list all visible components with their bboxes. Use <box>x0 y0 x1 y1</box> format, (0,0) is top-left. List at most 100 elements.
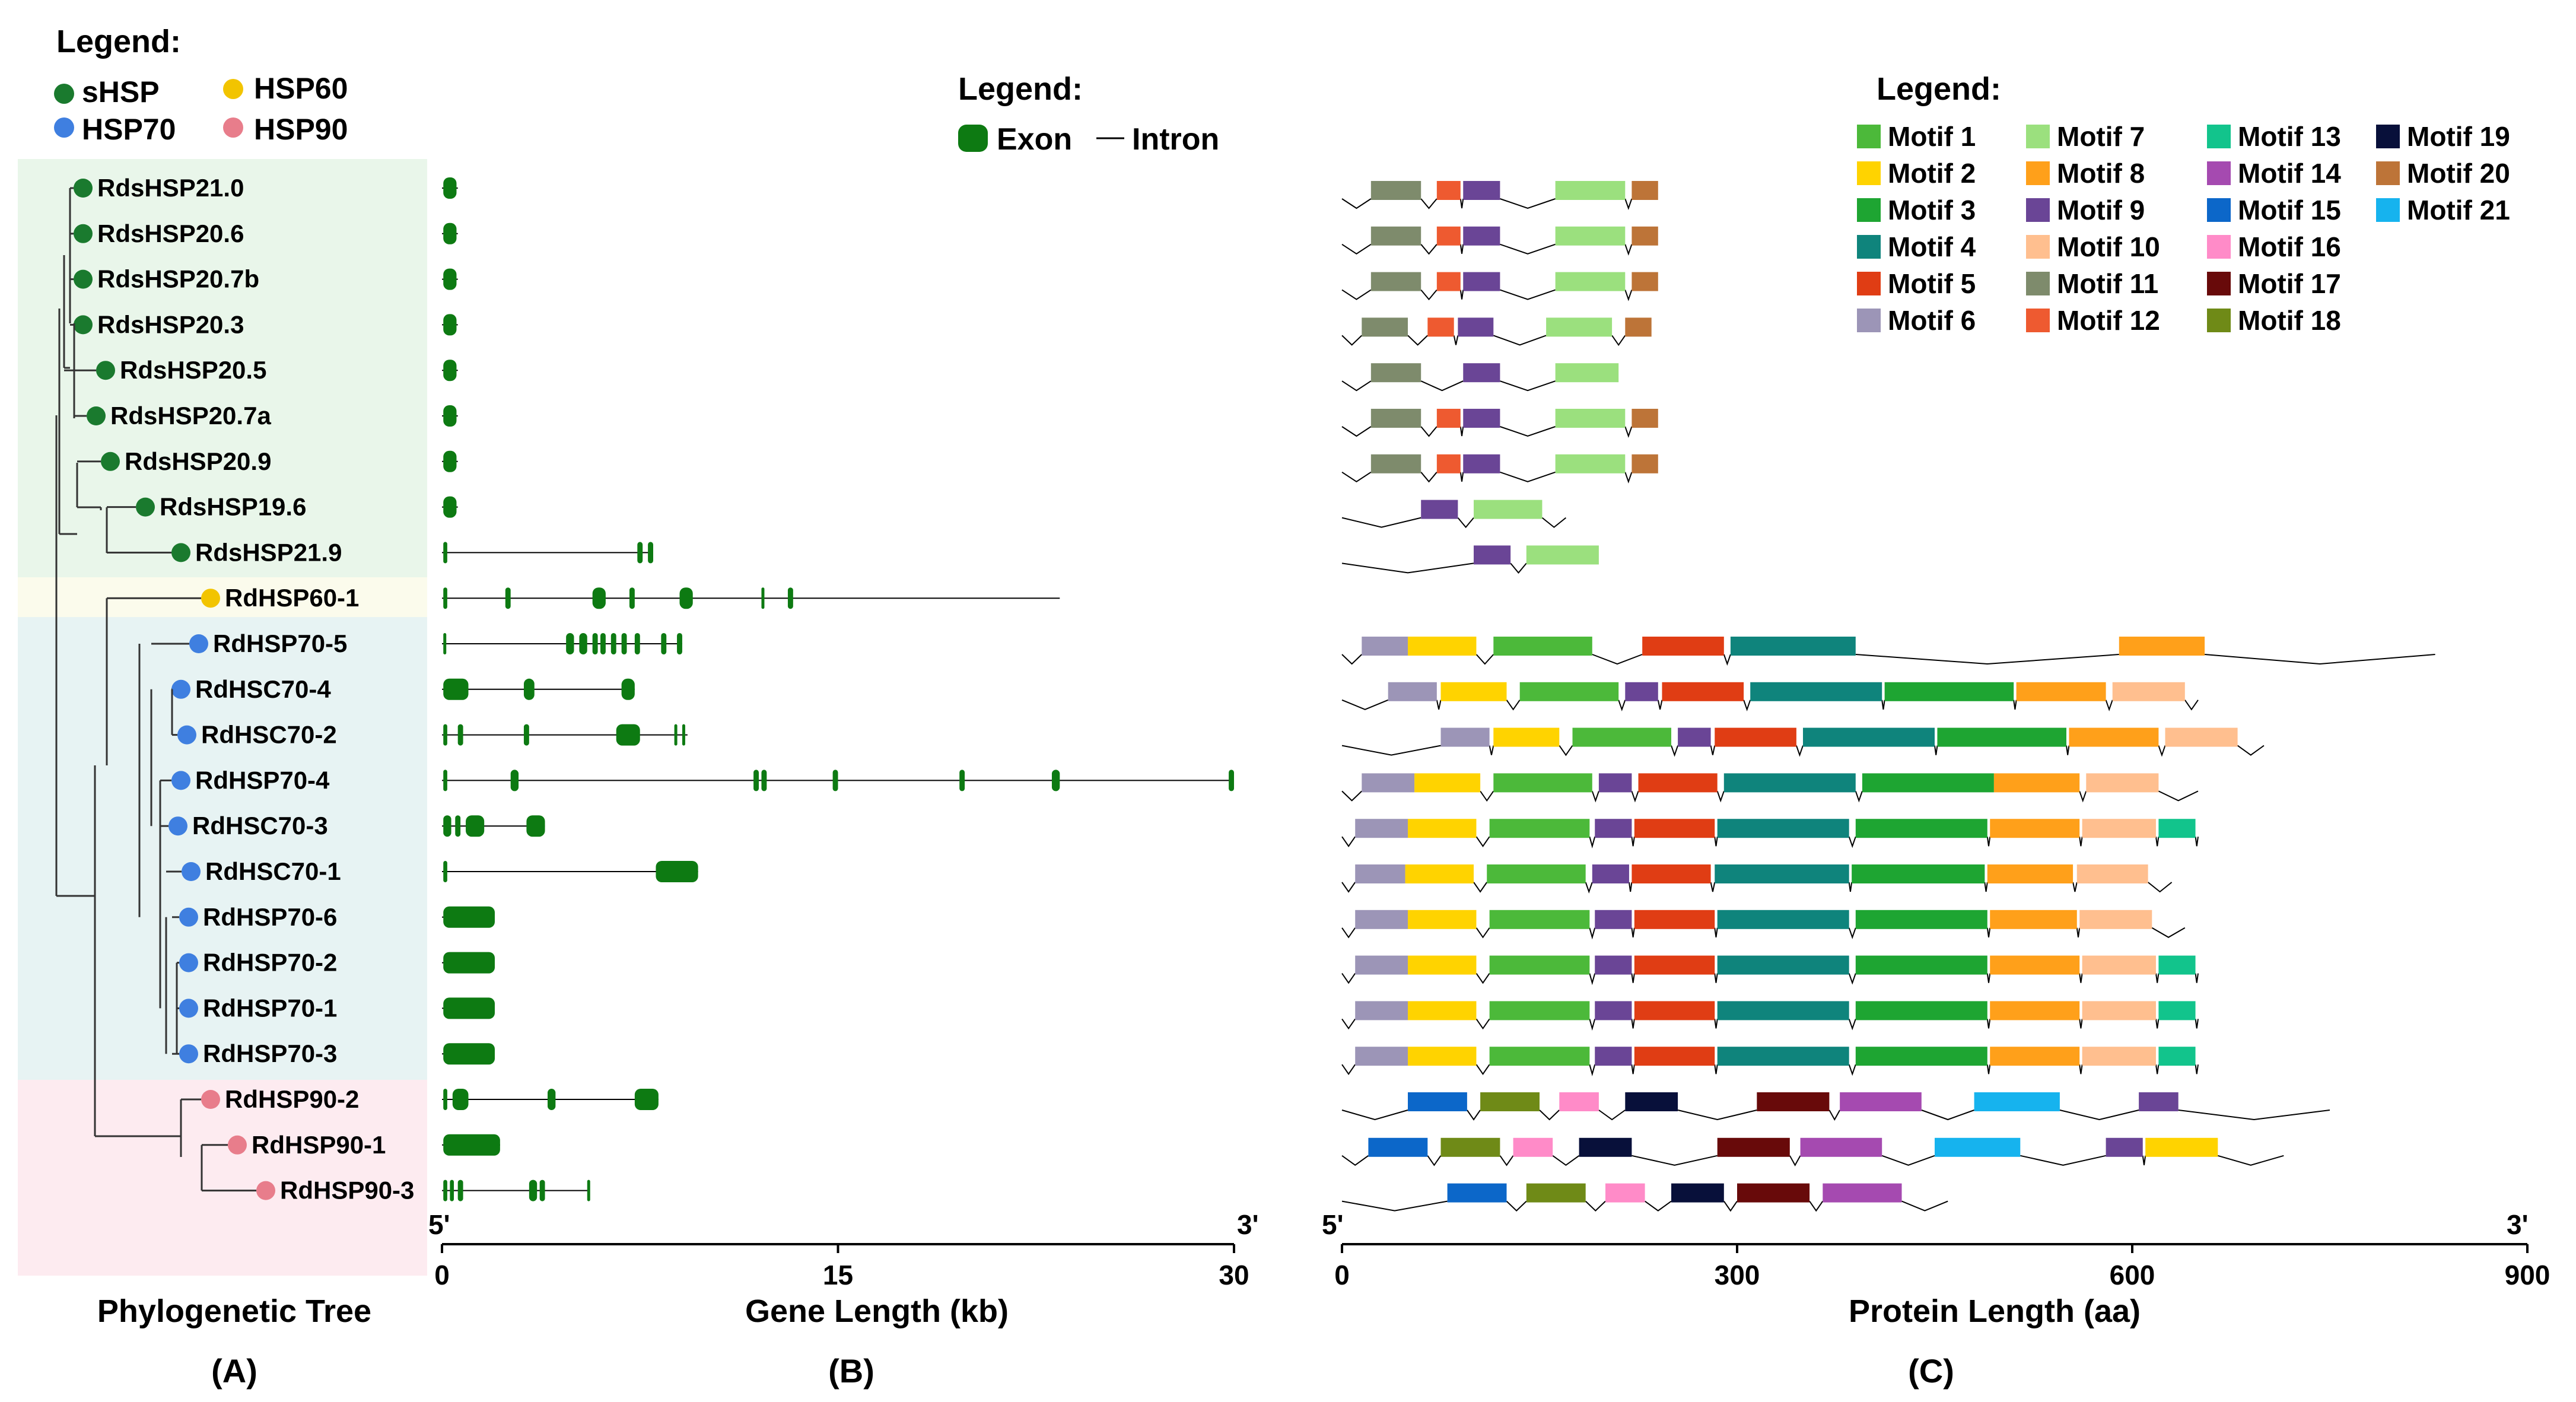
exon-block <box>529 1180 538 1201</box>
exon-block <box>1051 770 1060 791</box>
protein-linker <box>1475 973 1490 984</box>
exon-block <box>566 633 574 654</box>
protein-linker <box>1632 1155 1718 1166</box>
protein-linker <box>1585 882 1593 894</box>
motif-box <box>1634 910 1715 929</box>
motif-legend-swatch <box>2207 235 2231 259</box>
protein-linker <box>1624 244 1633 256</box>
protein-linker <box>1473 882 1488 893</box>
gene-dot <box>201 1090 220 1109</box>
exon-block <box>634 1089 659 1110</box>
exon-block <box>600 633 606 654</box>
motif-box <box>1715 864 1849 883</box>
panel-letter-a: (A) <box>211 1352 257 1390</box>
protein-linker <box>1855 791 1863 803</box>
protein-linker <box>1539 1109 1560 1121</box>
motif-box <box>1884 682 2014 701</box>
protein-linker <box>1427 1155 1442 1166</box>
protein-linker <box>2155 837 2160 847</box>
protein-linker <box>1628 882 1633 892</box>
protein-tick-label: 900 <box>2505 1260 2550 1290</box>
gene-dot <box>74 179 93 198</box>
exon-block <box>443 633 447 654</box>
hsp60-band <box>18 577 427 617</box>
protein-linker <box>1341 243 1372 255</box>
gene-label: RdsHSP21.0 <box>97 174 244 202</box>
motif-box <box>1595 819 1632 838</box>
protein-linker <box>1341 836 1356 847</box>
exon-block <box>761 770 767 791</box>
protein-linker <box>1589 1064 1596 1076</box>
motif-box <box>1436 409 1461 428</box>
legend-dot-hsp90 <box>223 117 243 138</box>
panel-letter-b: (B) <box>828 1352 874 1390</box>
exon-block <box>548 1089 556 1110</box>
exon-block <box>443 724 447 746</box>
motif-legend-swatch <box>1857 272 1881 295</box>
motif-box <box>1493 773 1592 793</box>
protein-linker <box>2142 1155 2146 1165</box>
motif-legend-label: Motif 9 <box>2057 195 2145 225</box>
protein-linker <box>1499 1155 1514 1166</box>
protein-tick-label: 300 <box>1715 1260 1760 1290</box>
gene-tick-label: 15 <box>823 1260 853 1290</box>
exon-block <box>637 542 643 564</box>
exon-block <box>443 222 457 244</box>
exon-block <box>505 587 511 609</box>
protein-linker <box>1480 790 1494 802</box>
gene-legend-title: Legend: <box>958 71 1083 107</box>
protein-linker <box>2066 745 2070 755</box>
motif-legend-label: Motif 19 <box>2407 121 2510 152</box>
motif-legend-label: Motif 21 <box>2407 195 2510 225</box>
protein-linker <box>2158 745 2166 757</box>
protein-linker <box>1986 927 1991 937</box>
protein-linker <box>1420 289 1438 301</box>
exon-block <box>510 770 519 791</box>
exon-block <box>679 587 693 609</box>
motif-legend-label: Motif 1 <box>1888 121 1976 152</box>
motif-box <box>1840 1092 1922 1111</box>
protein-linker <box>1631 1064 1635 1074</box>
protein-linker <box>1631 927 1635 937</box>
motif-legend-swatch <box>1857 198 1881 222</box>
protein-linker <box>1710 745 1716 755</box>
motif-box <box>1489 819 1590 838</box>
protein-linker <box>1341 471 1372 482</box>
motif-box <box>1436 226 1461 246</box>
motif-box <box>1370 226 1421 246</box>
gene-dot <box>96 361 115 380</box>
motif-box <box>1750 682 1882 701</box>
motif-box <box>1723 773 1856 793</box>
exon-block <box>1229 770 1234 791</box>
protein-axis-label: Protein Length (aa) <box>1849 1293 2141 1329</box>
motif-box <box>1408 1001 1477 1020</box>
motif-legend-label: Motif 12 <box>2057 305 2160 336</box>
motif-box <box>1595 910 1632 929</box>
protein-linker <box>1848 927 1856 939</box>
motif-box <box>1632 454 1658 473</box>
motif-box <box>1632 181 1658 200</box>
exon-block <box>443 861 447 882</box>
protein-linker <box>1500 426 1556 437</box>
protein-linker <box>2158 790 2199 802</box>
motif-box <box>1852 864 1985 883</box>
exon-block <box>787 587 793 609</box>
gene-label: RdHSP90-1 <box>252 1131 386 1159</box>
exon-block <box>674 724 678 746</box>
motif-legend-swatch <box>2026 309 2050 332</box>
motif-box <box>1595 1047 1632 1066</box>
motif-box <box>2082 1001 2156 1020</box>
exon-block <box>523 724 529 746</box>
protein-linker <box>2151 927 2186 938</box>
exon-block <box>443 678 469 700</box>
protein-linker <box>1589 927 1596 940</box>
motif-box <box>1634 955 1715 975</box>
exon-block <box>523 678 535 700</box>
protein-linker <box>2205 654 2435 665</box>
motif-box <box>2082 819 2156 838</box>
protein-linker <box>1341 790 1362 802</box>
protein-linker <box>1506 1200 1527 1212</box>
exon-block <box>761 587 765 609</box>
motif-box <box>1717 910 1849 929</box>
gene-label: RdsHSP21.9 <box>195 538 342 566</box>
